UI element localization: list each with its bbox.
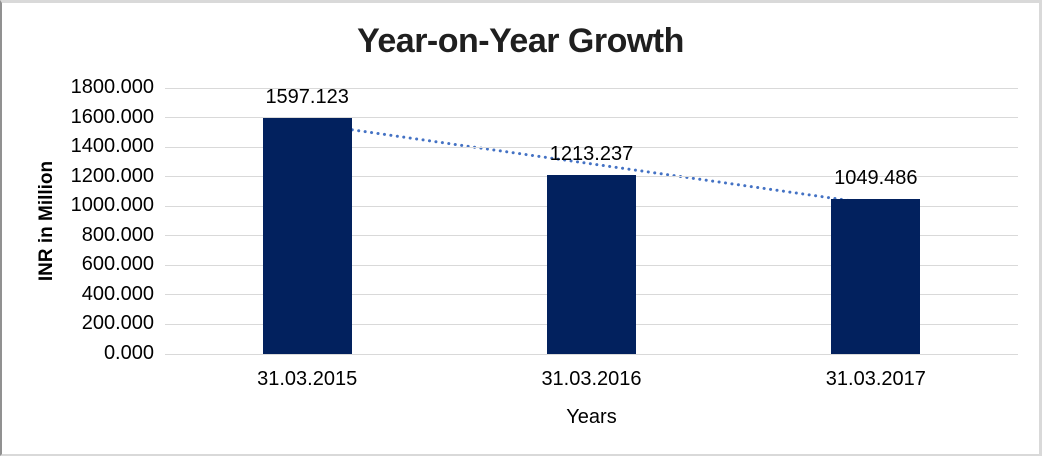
y-tick-label: 800.000 [81,223,154,246]
bar-value-label: 1049.486 [834,166,918,189]
bar-value-label: 1213.237 [549,142,634,165]
bar [547,174,636,354]
trendline [305,121,878,206]
chart-title: Year-on-Year Growth [357,22,684,60]
y-tick-label: 1200.000 [70,164,154,187]
y-tick-label: 1000.000 [70,194,154,217]
x-tick-label: 31.03.2015 [257,368,358,390]
y-tick-label: 0.000 [103,342,154,364]
y-tick-label: 1800.000 [70,76,154,98]
y-tick-label: 600.000 [81,253,154,276]
y-tick-label: 1400.000 [70,135,154,158]
bar [831,198,921,354]
bar-value-label: 1597.123 [265,85,349,108]
y-tick-label: 1600.000 [70,105,154,128]
x-axis-title: Years [566,406,617,428]
gridline [165,87,1018,89]
gridline [165,146,1018,148]
y-tick-label: 200.000 [81,312,154,335]
plot-area: 1597.123 1213.237 1049.486 [165,85,1018,355]
x-tick-label: 31.03.2017 [825,368,926,390]
x-tick-label: 31.03.2016 [541,368,642,390]
gridline [165,353,1018,355]
bar [262,117,352,354]
gridline [165,117,1018,119]
y-tick-label: 400.000 [81,282,154,305]
trendline-layer [305,121,878,206]
